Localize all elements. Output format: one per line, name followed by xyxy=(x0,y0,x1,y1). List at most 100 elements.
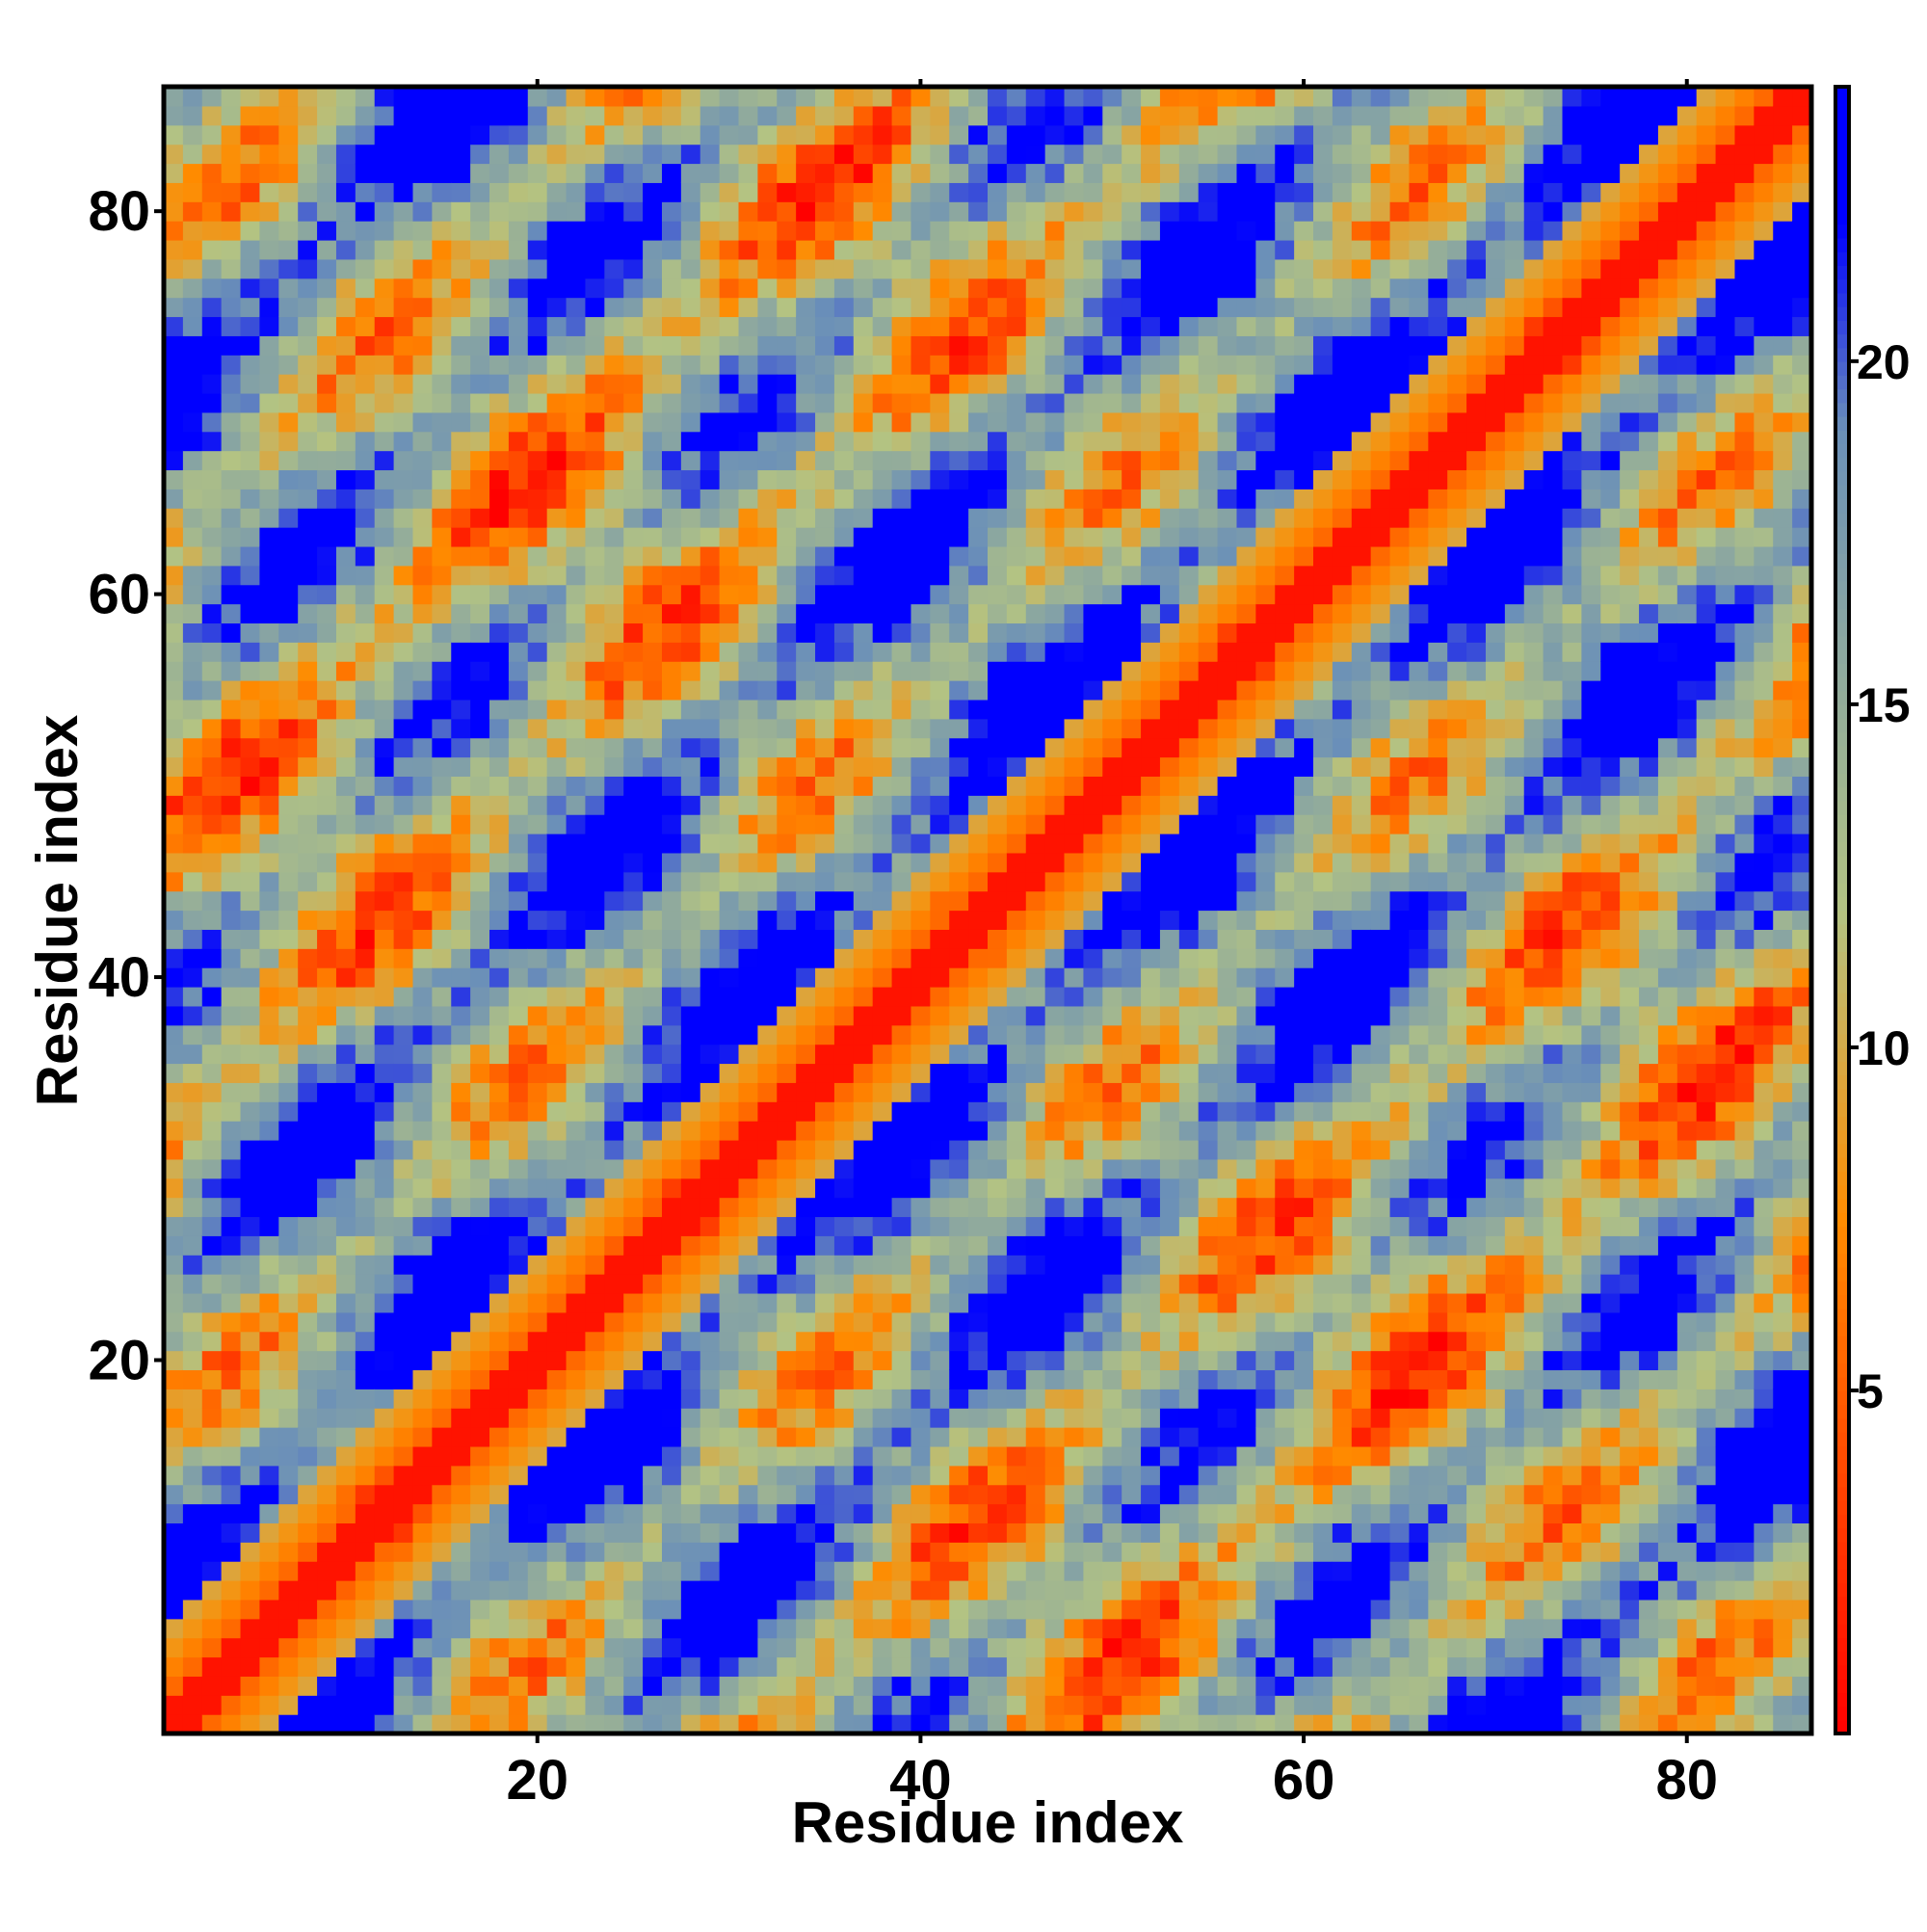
heatmap-cell xyxy=(278,1580,299,1601)
heatmap-cell xyxy=(891,661,912,681)
heatmap-cell xyxy=(949,431,969,452)
heatmap-cell xyxy=(719,1024,740,1045)
heatmap-cell xyxy=(604,1676,624,1696)
heatmap-cell xyxy=(833,1484,855,1505)
heatmap-cell xyxy=(643,87,663,107)
heatmap-cell xyxy=(1159,737,1180,758)
heatmap-cell xyxy=(412,1369,433,1389)
heatmap-cell xyxy=(470,1637,490,1658)
heatmap-cell xyxy=(1275,1580,1295,1601)
heatmap-cell xyxy=(374,1389,395,1409)
heatmap-cell xyxy=(1044,1197,1066,1218)
heatmap-cell xyxy=(1064,411,1085,433)
heatmap-cell xyxy=(393,1331,414,1352)
heatmap-cell xyxy=(527,239,548,260)
heatmap-cell xyxy=(1217,1445,1238,1467)
heatmap-cell xyxy=(1102,545,1122,567)
heatmap-cell xyxy=(623,1389,644,1409)
heatmap-cell xyxy=(1255,1465,1276,1486)
heatmap-cell xyxy=(891,163,912,183)
heatmap-cell xyxy=(432,431,452,452)
heatmap-cell xyxy=(1102,1197,1122,1218)
heatmap-cell xyxy=(1178,355,1200,375)
heatmap-cell xyxy=(872,450,893,471)
heatmap-cell xyxy=(1236,584,1256,605)
heatmap-cell xyxy=(1025,201,1046,222)
heatmap-cell xyxy=(1198,890,1219,912)
heatmap-cell xyxy=(623,182,644,202)
heatmap-cell xyxy=(259,1350,279,1371)
heatmap-cell xyxy=(1122,1676,1142,1696)
heatmap-cell xyxy=(1159,1465,1180,1486)
heatmap-cell xyxy=(968,1331,989,1352)
heatmap-cell xyxy=(1255,411,1276,433)
heatmap-cell xyxy=(527,834,548,854)
heatmap-cell xyxy=(833,144,855,165)
heatmap-cell xyxy=(335,661,356,681)
heatmap-cell xyxy=(719,1522,740,1543)
heatmap-cell xyxy=(719,737,740,758)
heatmap-cell xyxy=(738,814,758,834)
heatmap-cell xyxy=(1025,622,1046,643)
heatmap-cell xyxy=(719,489,740,509)
heatmap-cell xyxy=(853,1158,874,1179)
heatmap-cell xyxy=(355,1561,376,1581)
heatmap-cell xyxy=(757,297,778,318)
heatmap-cell xyxy=(585,1331,605,1352)
heatmap-cell xyxy=(393,814,414,834)
heatmap-cell xyxy=(1064,316,1085,336)
heatmap-cell xyxy=(1102,1139,1122,1160)
heatmap-cell xyxy=(777,1350,797,1371)
heatmap-cell xyxy=(700,986,721,1007)
heatmap-cell xyxy=(719,603,740,624)
heatmap-cell xyxy=(680,1465,701,1486)
heatmap-cell xyxy=(240,87,261,107)
heatmap-cell xyxy=(527,814,548,834)
heatmap-cell xyxy=(815,1121,835,1141)
heatmap-cell xyxy=(623,986,644,1007)
heatmap-cell xyxy=(1178,795,1200,815)
heatmap-cell xyxy=(1159,144,1180,165)
heatmap-cell xyxy=(1044,1561,1066,1581)
heatmap-cell xyxy=(930,1542,950,1562)
heatmap-cell xyxy=(988,1121,1008,1141)
heatmap-cell xyxy=(1198,1676,1219,1696)
heatmap-cell xyxy=(757,1503,778,1523)
heatmap-cell xyxy=(1122,1139,1142,1160)
heatmap-cell xyxy=(546,584,568,605)
heatmap-cell xyxy=(1044,124,1066,146)
heatmap-cell xyxy=(221,239,242,260)
heatmap-cell xyxy=(412,967,433,988)
heatmap-cell xyxy=(930,1101,950,1122)
heatmap-cell xyxy=(1122,584,1142,605)
heatmap-cell xyxy=(891,948,912,968)
heatmap-cell xyxy=(201,374,223,394)
heatmap-cell xyxy=(393,1637,414,1658)
heatmap-cell xyxy=(719,1465,740,1486)
heatmap-cell xyxy=(988,1178,1008,1199)
heatmap-cell xyxy=(412,1331,433,1352)
heatmap-cell xyxy=(815,527,835,547)
heatmap-cell xyxy=(1236,1255,1256,1275)
heatmap-cell xyxy=(1198,1121,1219,1141)
heatmap-cell xyxy=(298,642,318,662)
heatmap-cell xyxy=(201,1503,223,1523)
heatmap-cell xyxy=(1102,508,1122,528)
heatmap-cell xyxy=(968,1178,989,1199)
heatmap-cell xyxy=(1006,297,1027,318)
heatmap-cell xyxy=(335,1618,356,1639)
heatmap-cell xyxy=(317,1542,337,1562)
heatmap-cell xyxy=(1217,871,1238,892)
heatmap-cell xyxy=(1006,852,1027,873)
heatmap-cell xyxy=(412,1274,433,1294)
heatmap-cell xyxy=(182,1158,203,1179)
heatmap-cell xyxy=(700,871,721,892)
heatmap-cell xyxy=(374,1695,395,1715)
heatmap-cell xyxy=(566,1292,587,1313)
heatmap-cell xyxy=(1141,392,1161,413)
heatmap-cell xyxy=(738,718,758,739)
heatmap-cell xyxy=(355,239,376,260)
heatmap-cell xyxy=(1159,1580,1180,1601)
heatmap-cell xyxy=(221,411,242,433)
heatmap-cell xyxy=(1122,1350,1142,1371)
